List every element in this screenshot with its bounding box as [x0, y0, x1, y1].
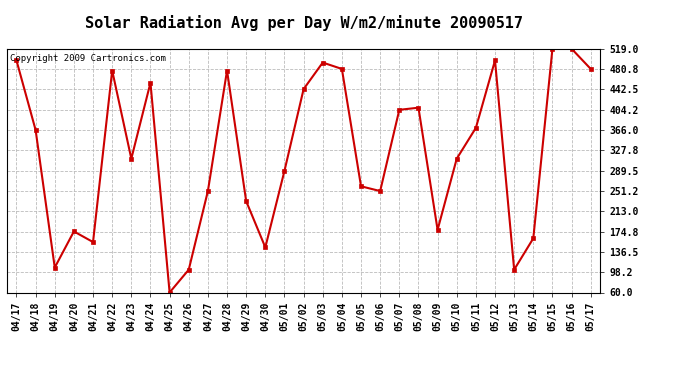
Text: Solar Radiation Avg per Day W/m2/minute 20090517: Solar Radiation Avg per Day W/m2/minute … — [85, 15, 522, 31]
Text: Copyright 2009 Cartronics.com: Copyright 2009 Cartronics.com — [10, 54, 166, 63]
